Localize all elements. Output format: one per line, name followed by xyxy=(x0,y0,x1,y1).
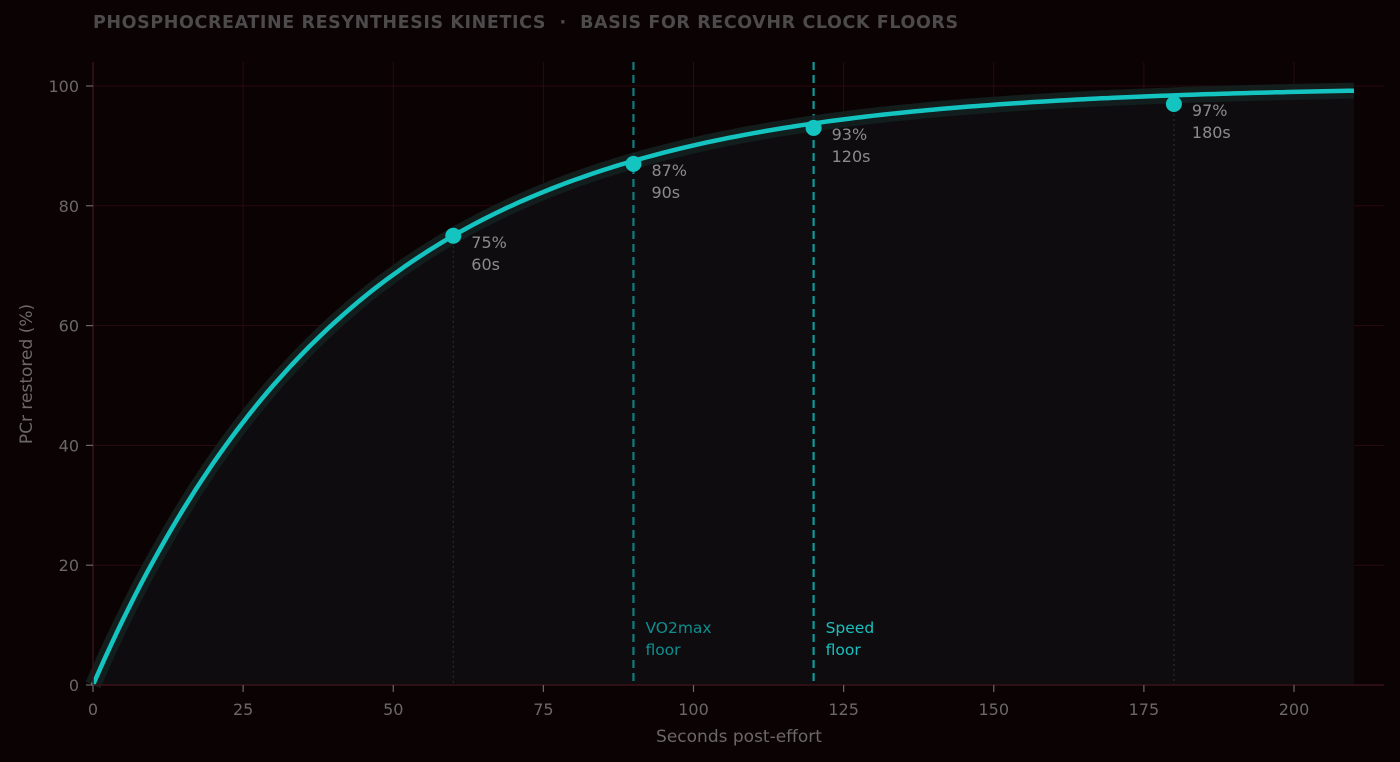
y-tick-label: 100 xyxy=(48,77,79,96)
marker-time-label: 120s xyxy=(832,147,871,166)
y-tick-label: 60 xyxy=(59,317,79,336)
y-tick-label: 0 xyxy=(69,676,79,695)
y-tick-label: 40 xyxy=(59,436,79,455)
y-tick-label: 20 xyxy=(59,556,79,575)
speed-floor-label: Speed xyxy=(826,619,875,637)
x-tick-label: 75 xyxy=(533,700,553,719)
x-tick-label: 175 xyxy=(1129,700,1160,719)
markers: 75% 60s 87% 90s 93% 120s 97% 180s xyxy=(445,95,1231,274)
x-axis-label: Seconds post-effort xyxy=(656,727,822,747)
marker-time-label: 180s xyxy=(1192,123,1231,142)
data-point-marker xyxy=(1165,95,1182,112)
area-under-curve xyxy=(93,90,1354,685)
chart-title: PHOSPHOCREATINE RESYNTHESIS KINETICS · B… xyxy=(93,13,959,33)
vo2max-floor-label-2: floor xyxy=(645,641,681,659)
y-axis-label: PCr restored (%) xyxy=(17,304,37,444)
marker-pct-label: 97% xyxy=(1192,101,1228,120)
data-point-marker xyxy=(805,119,822,136)
marker-time-label: 60s xyxy=(471,255,500,274)
recovery-curve xyxy=(85,82,1355,689)
x-tick-label: 0 xyxy=(88,700,98,719)
marker-pct-label: 87% xyxy=(651,161,687,180)
marker-pct-label: 75% xyxy=(471,233,507,252)
x-tick-label: 100 xyxy=(678,700,709,719)
x-tick-label: 125 xyxy=(828,700,859,719)
marker-time-label: 90s xyxy=(651,183,680,202)
speed-floor-label-2: floor xyxy=(826,641,862,659)
curve-line xyxy=(90,88,1355,686)
x-tick-label: 50 xyxy=(383,700,403,719)
axes: 0 25 50 75 100 125 150 175 200 0 20 40 60 80 100 xyxy=(48,62,1384,719)
y-tick-label: 80 xyxy=(59,197,79,216)
data-point-marker xyxy=(445,227,462,244)
vo2max-floor-label: VO2max xyxy=(645,619,711,637)
guides: VO2max floor Speed floor xyxy=(452,62,1175,685)
area-fill xyxy=(93,90,1354,685)
x-tick-label: 150 xyxy=(978,700,1009,719)
data-point-marker xyxy=(625,155,642,172)
x-tick-label: 25 xyxy=(233,700,253,719)
marker-pct-label: 93% xyxy=(832,125,868,144)
x-tick-label: 200 xyxy=(1279,700,1310,719)
